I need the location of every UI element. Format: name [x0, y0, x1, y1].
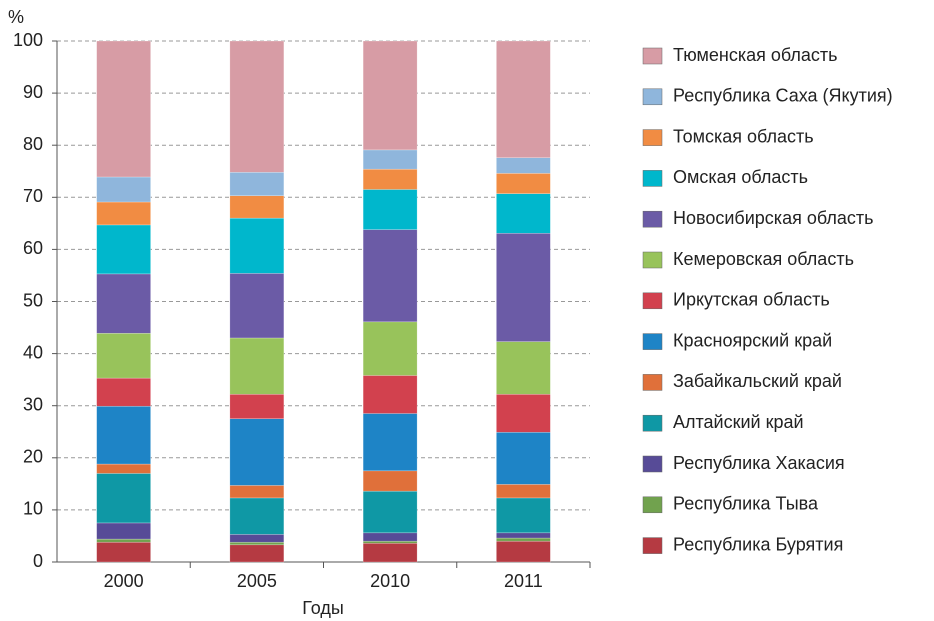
bar-segment: [229, 217, 285, 274]
legend-label: Кемеровская область: [673, 249, 854, 269]
bar-segment: [229, 534, 285, 543]
y-tick-label: 60: [23, 238, 43, 258]
bar-segment: [96, 463, 151, 474]
y-tick-label: 90: [23, 82, 43, 102]
legend-label: Забайкальский край: [673, 371, 842, 391]
x-axis-label: Годы: [302, 598, 344, 618]
legend-label: Иркутская область: [673, 290, 830, 310]
bar-segment: [96, 377, 151, 407]
legend-label: Республика Хакасия: [673, 453, 845, 473]
y-tick-label: 50: [23, 290, 43, 310]
legend-label: Республика Бурятия: [673, 534, 843, 554]
bar-segment: [362, 229, 418, 323]
bar-segment: [362, 542, 418, 563]
bar-segment: [362, 532, 418, 542]
bar-segment: [362, 413, 418, 472]
bar-segment: [496, 157, 551, 174]
bar-segment: [496, 497, 551, 534]
x-tick-label: 2005: [237, 571, 277, 591]
legend-swatch: [642, 414, 663, 432]
y-tick-label: 80: [23, 134, 43, 154]
bar-segment: [496, 393, 551, 433]
legend-swatch: [642, 210, 663, 228]
bar-segment: [362, 375, 418, 414]
legend-swatch: [642, 170, 663, 187]
legend-swatch: [642, 129, 663, 146]
y-tick-label: 10: [23, 499, 43, 519]
bar-segment: [496, 432, 551, 485]
bar-segment: [96, 541, 151, 563]
legend-label: Республика Тыва: [673, 494, 819, 514]
x-tick-label: 2010: [370, 571, 410, 591]
bar-segment: [229, 40, 285, 173]
bar-segment: [362, 540, 418, 544]
bar-segment: [229, 418, 285, 486]
legend-label: Томская область: [673, 126, 814, 146]
legend-label: Красноярский край: [673, 330, 832, 350]
legend-swatch: [642, 88, 663, 106]
legend-swatch: [642, 455, 663, 473]
bar-segment: [362, 149, 418, 170]
bar-segment: [96, 224, 151, 275]
bar-segment: [96, 473, 151, 524]
bar-segment: [496, 193, 551, 234]
y-tick-label: 40: [23, 342, 43, 362]
bar-segment: [496, 532, 551, 539]
bar-segment: [229, 541, 285, 546]
bar-segment: [229, 195, 285, 219]
y-tick-label: 70: [23, 186, 43, 206]
legend-label: Омская область: [673, 167, 808, 187]
x-tick-label: 2011: [504, 571, 543, 591]
bar-segment: [496, 537, 551, 542]
bar-segment: [96, 333, 151, 379]
y-tick-label: 30: [23, 394, 43, 414]
legend-swatch: [642, 47, 663, 65]
y-tick-label: 100: [13, 30, 43, 50]
legend-label: Алтайский край: [673, 412, 804, 432]
bar-segment: [496, 484, 551, 499]
bar-segment: [229, 393, 285, 419]
bar-segment: [96, 176, 151, 203]
y-tick-label: 20: [23, 447, 43, 467]
bar-segment: [362, 321, 418, 376]
bar-segment: [229, 497, 285, 535]
legend-label: Республика Саха (Якутия): [673, 86, 893, 106]
bar-segment: [362, 490, 418, 534]
bar-segment: [362, 470, 418, 492]
bar-segment: [496, 40, 551, 158]
legend-swatch: [642, 496, 663, 514]
bar-segment: [229, 273, 285, 339]
bar-segment: [96, 273, 151, 334]
bar-segment: [96, 522, 151, 540]
legend-swatch: [642, 292, 663, 310]
bar-segment: [496, 540, 551, 563]
bar-segment: [229, 544, 285, 563]
legend-swatch: [642, 333, 663, 350]
bar-segment: [362, 40, 418, 151]
bar-segment: [96, 405, 151, 465]
bar-segment: [229, 485, 285, 499]
bar-segment: [229, 337, 285, 395]
bar-segment: [496, 232, 551, 342]
legend-swatch: [642, 251, 663, 269]
legend-swatch: [642, 537, 663, 554]
bar-segment: [229, 172, 285, 196]
legend-label: Новосибирская область: [673, 208, 874, 228]
bar-segment: [96, 201, 151, 226]
legend-label: Тюменская область: [673, 45, 838, 65]
y-unit-label: %: [8, 7, 24, 27]
x-tick-label: 2000: [104, 571, 144, 591]
bar-segment: [496, 341, 551, 395]
bar-segment: [362, 189, 418, 230]
bar-segment: [96, 538, 151, 543]
y-tick-label: 0: [33, 551, 43, 571]
bar-segment: [496, 173, 551, 194]
bar-segment: [96, 40, 151, 178]
legend-swatch: [642, 374, 663, 391]
bar-segment: [362, 168, 418, 190]
